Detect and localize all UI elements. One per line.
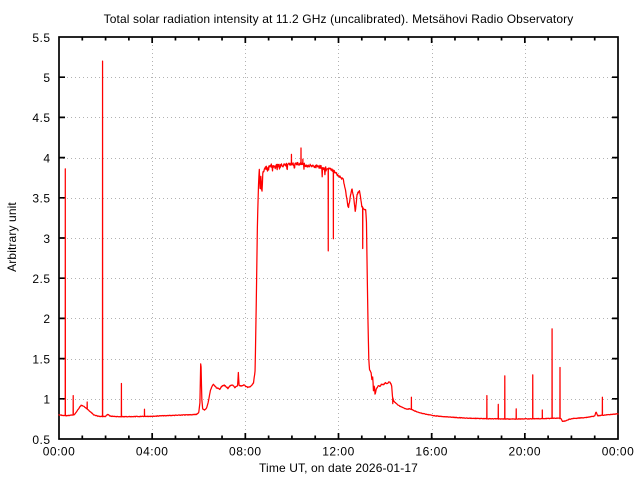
svg-text:16:00: 16:00 bbox=[415, 445, 448, 459]
svg-text:1.5: 1.5 bbox=[32, 352, 50, 366]
svg-text:Time UT, on date 2026-01-17: Time UT, on date 2026-01-17 bbox=[259, 461, 418, 475]
svg-text:00:00: 00:00 bbox=[43, 445, 76, 459]
svg-text:12:00: 12:00 bbox=[322, 445, 355, 459]
svg-text:08:00: 08:00 bbox=[229, 445, 262, 459]
svg-text:1: 1 bbox=[43, 393, 50, 407]
svg-text:2.5: 2.5 bbox=[32, 272, 50, 286]
svg-text:Total solar radiation intensit: Total solar radiation intensity at 11.2 … bbox=[104, 12, 574, 26]
svg-text:5.5: 5.5 bbox=[32, 31, 50, 45]
svg-text:4: 4 bbox=[43, 151, 50, 165]
svg-text:0.5: 0.5 bbox=[32, 433, 50, 447]
svg-text:04:00: 04:00 bbox=[136, 445, 169, 459]
svg-text:3: 3 bbox=[43, 232, 50, 246]
svg-text:5: 5 bbox=[43, 71, 50, 85]
svg-text:Arbitrary unit: Arbitrary unit bbox=[5, 202, 19, 272]
svg-text:00:00: 00:00 bbox=[602, 445, 635, 459]
svg-text:4.5: 4.5 bbox=[32, 111, 50, 125]
svg-text:20:00: 20:00 bbox=[509, 445, 542, 459]
svg-text:2: 2 bbox=[43, 312, 50, 326]
svg-text:3.5: 3.5 bbox=[32, 192, 50, 206]
